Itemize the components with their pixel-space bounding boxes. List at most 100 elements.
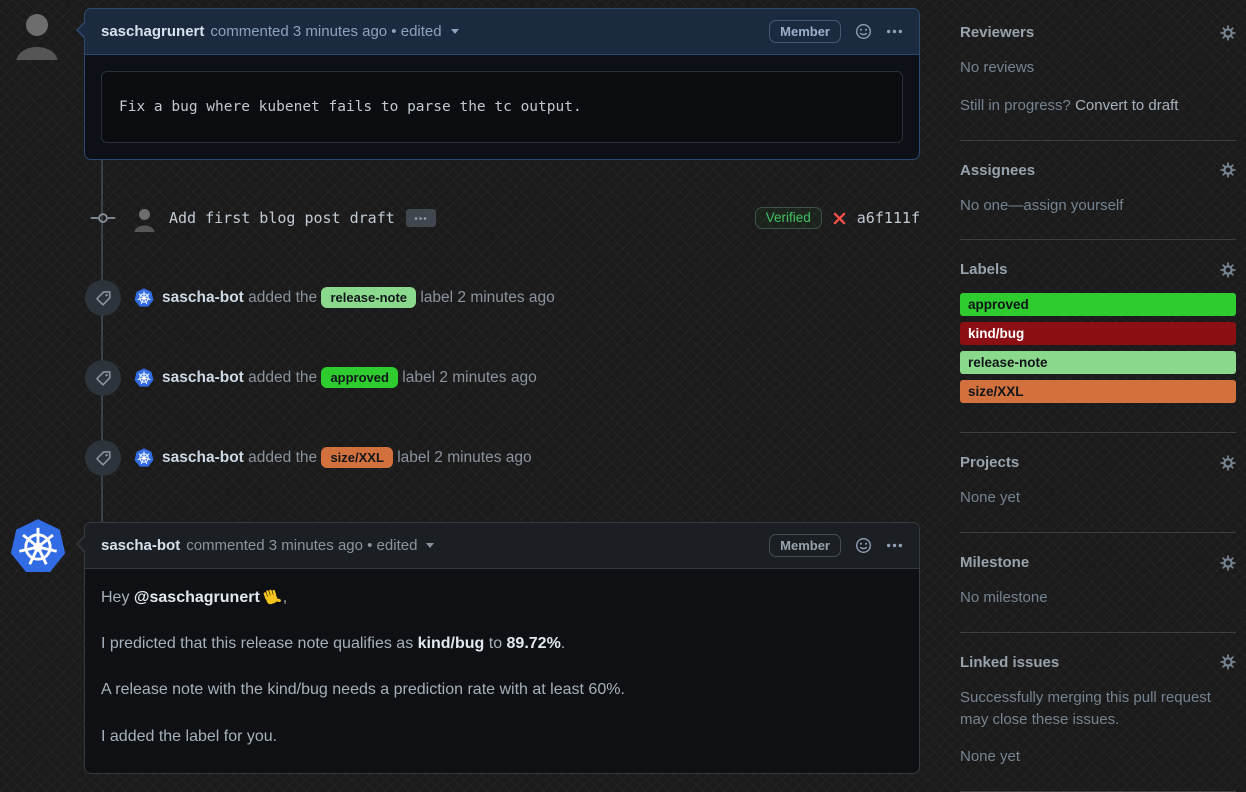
prediction-paragraph: I predicted that this release note quali… <box>101 635 566 653</box>
threshold-paragraph: A release note with the kind/bug needs a… <box>101 681 625 699</box>
label-event-icon <box>85 440 121 476</box>
linked-issues-empty-text: None yet <box>960 748 1021 766</box>
projects-empty-text: None yet <box>960 489 1021 507</box>
commit-message-link[interactable]: Add first blog post draft <box>169 209 395 227</box>
sidebar-label-approved[interactable]: approved <box>960 293 1236 317</box>
gear-icon[interactable] <box>1220 654 1236 670</box>
release-note-code-block: Fix a bug where kubenet fails to parse t… <box>101 71 903 143</box>
git-commit-icon <box>89 211 117 225</box>
greeting-paragraph: Hey @saschagrunert, <box>101 588 288 607</box>
linked-issues-description: Successfully merging this pull request m… <box>960 688 1211 728</box>
kind-bug-text: kind/bug <box>417 635 485 653</box>
member-badge: Member <box>769 20 841 43</box>
label-event-icon <box>85 280 121 316</box>
comment-body: Fix a bug where kubenet fails to parse t… <box>85 55 919 159</box>
event-suffix: label 2 minutes ago <box>397 449 532 466</box>
comment-saschagrunert: saschagrunert commented 3 minutes ago • … <box>76 8 920 160</box>
assignees-title: Assignees <box>960 161 1036 179</box>
sidebar-section-milestone: Milestone No milestone <box>960 533 1236 633</box>
smiley-icon <box>855 537 872 554</box>
comment-meta: commented 3 minutes ago • edited <box>186 537 418 554</box>
event-suffix: label 2 minutes ago <box>420 289 555 306</box>
code-text: Fix a bug where kubenet fails to parse t… <box>119 99 582 115</box>
sidebar-section-labels: Labels approved kind/bug release-note si… <box>960 240 1236 434</box>
sidebar-label-size-xxl[interactable]: size/XXL <box>960 380 1236 404</box>
comment-author[interactable]: sascha-bot <box>101 537 181 554</box>
gear-icon[interactable] <box>1220 162 1236 178</box>
labels-title: Labels <box>960 261 1008 279</box>
label-pill[interactable]: size/XXL <box>321 447 393 468</box>
sidebar-section-assignees: Assignees No one—assign yourself <box>960 141 1236 241</box>
member-badge: Member <box>769 534 841 557</box>
event-action: added the <box>248 449 318 466</box>
label-event-row: sascha-bot added the size/XXL label 2 mi… <box>134 446 914 470</box>
commit-event-row: Add first blog post draft Verified a6f11… <box>130 202 920 234</box>
add-reaction-button[interactable] <box>855 23 872 40</box>
sidebar-section-reviewers: Reviewers No reviews Still in progress? … <box>960 0 1236 141</box>
comment-sascha-bot: sascha-bot commented 3 minutes ago • edi… <box>76 522 920 774</box>
verified-badge[interactable]: Verified <box>754 207 822 229</box>
avatar-saschagrunert[interactable] <box>8 4 64 60</box>
comment-options-button[interactable] <box>886 537 903 554</box>
comment-header: sascha-bot commented 3 minutes ago • edi… <box>85 523 919 569</box>
milestone-title: Milestone <box>960 554 1030 571</box>
label-event-icon <box>85 360 121 396</box>
edited-dropdown-caret-icon[interactable] <box>426 543 435 548</box>
label-pill[interactable]: release-note <box>321 287 417 308</box>
reviewers-title: Reviewers <box>960 24 1035 41</box>
mention-link[interactable]: @saschagrunert <box>133 589 260 606</box>
gear-icon[interactable] <box>1220 455 1236 471</box>
event-action: added the <box>248 289 318 306</box>
sascha-bot-avatar[interactable] <box>134 288 154 308</box>
sidebar-label-release-note[interactable]: release-note <box>960 351 1236 375</box>
edited-dropdown-caret-icon[interactable] <box>450 29 459 34</box>
linked-issues-title: Linked issues <box>960 653 1060 671</box>
tag-icon <box>95 290 112 307</box>
tag-icon <box>95 370 112 387</box>
avatar-sascha-bot[interactable] <box>9 518 67 576</box>
label-event-row: sascha-bot added the approved label 2 mi… <box>134 366 914 390</box>
kebab-icon <box>886 23 903 40</box>
event-actor[interactable]: sascha-bot <box>162 289 244 306</box>
event-action: added the <box>248 369 318 386</box>
label-pill[interactable]: approved <box>321 367 398 388</box>
sidebar-section-linked-issues: Linked issues Successfully merging this … <box>960 633 1236 792</box>
commit-sha-link[interactable]: a6f111f <box>856 209 920 227</box>
milestone-empty-text: No milestone <box>960 589 1048 606</box>
label-event-row: sascha-bot added the release-note label … <box>134 286 914 310</box>
closing-paragraph: I added the label for you. <box>101 727 278 745</box>
sascha-bot-avatar[interactable] <box>134 368 154 388</box>
gear-icon[interactable] <box>1220 25 1236 41</box>
event-suffix: label 2 minutes ago <box>402 369 537 386</box>
projects-title: Projects <box>960 454 1020 472</box>
convert-to-draft-link[interactable]: Convert to draft <box>1075 96 1179 114</box>
gear-icon[interactable] <box>1220 262 1236 278</box>
comment-meta: commented 3 minutes ago • edited <box>210 23 442 40</box>
draft-hint-text: Still in progress? <box>960 96 1076 114</box>
comment-options-button[interactable] <box>886 23 903 40</box>
assignees-empty-text: No one— <box>960 196 1024 214</box>
gear-icon[interactable] <box>1220 555 1236 571</box>
sidebar-label-kind-bug[interactable]: kind/bug <box>960 322 1236 346</box>
commit-details-ellipsis-button[interactable] <box>405 209 436 227</box>
kebab-icon <box>414 212 427 225</box>
comment-body: Hey @saschagrunert, I predicted that thi… <box>85 569 919 788</box>
add-reaction-button[interactable] <box>855 537 872 554</box>
kebab-icon <box>886 537 903 554</box>
smiley-icon <box>855 23 872 40</box>
commit-author-avatar[interactable] <box>130 204 158 232</box>
comment-author[interactable]: saschagrunert <box>101 23 205 40</box>
comment-header: saschagrunert commented 3 minutes ago • … <box>85 9 919 55</box>
sidebar: Reviewers No reviews Still in progress? … <box>960 0 1236 792</box>
event-actor[interactable]: sascha-bot <box>162 449 244 466</box>
waving-hand-emoji-icon <box>262 588 281 607</box>
sidebar-section-projects: Projects None yet <box>960 433 1236 533</box>
failed-check-x-icon[interactable] <box>832 211 847 226</box>
reviewers-empty-text: No reviews <box>960 59 1035 76</box>
timeline-line <box>101 160 103 522</box>
sascha-bot-avatar[interactable] <box>134 448 154 468</box>
assign-yourself-link[interactable]: assign yourself <box>1023 196 1124 214</box>
tag-icon <box>95 450 112 467</box>
event-actor[interactable]: sascha-bot <box>162 369 244 386</box>
